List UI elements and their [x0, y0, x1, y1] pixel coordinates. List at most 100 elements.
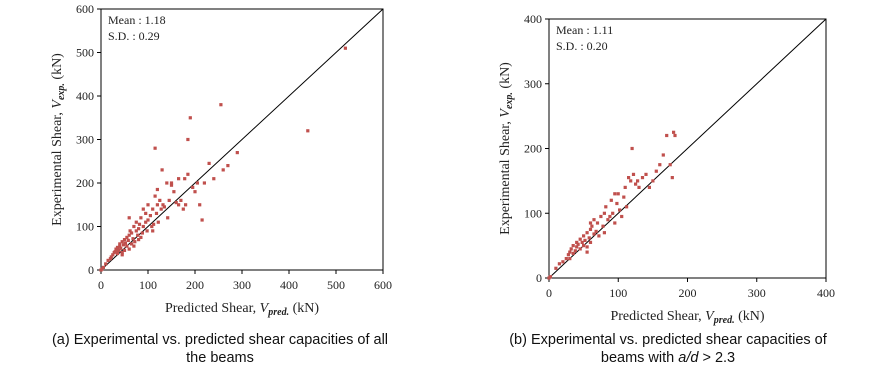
data-point [620, 214, 624, 219]
data-point [125, 235, 129, 239]
y-axis-label: Experimental Shear, Vexp. (kN) [498, 62, 515, 235]
data-point [647, 185, 651, 189]
data-point [115, 248, 120, 252]
data-point [104, 262, 108, 266]
data-point [120, 240, 124, 244]
x-tick-label: 300 [748, 286, 766, 300]
data-point [198, 203, 202, 207]
data-point [568, 250, 572, 254]
y-tick-label: 100 [76, 220, 94, 234]
data-point [654, 169, 658, 173]
x-tick-label: 200 [679, 286, 697, 300]
data-point [618, 208, 622, 212]
data-point [594, 229, 598, 233]
stats-mean: Mean : 1.18 [108, 13, 166, 27]
data-point [119, 246, 123, 250]
data-point [575, 240, 579, 244]
data-point [155, 203, 159, 207]
data-point [122, 238, 127, 242]
data-point [566, 253, 570, 257]
data-point [141, 224, 145, 229]
data-point [153, 194, 157, 198]
data-point [588, 240, 593, 244]
data-point [343, 46, 347, 50]
data-point [127, 247, 131, 251]
x-tick-label: 200 [186, 278, 204, 292]
data-point [146, 203, 150, 207]
chart-panel-b: 0 100 200 300 400 0 100 200 300 400 Mean : 1.11 S.D… [498, 12, 835, 366]
data-point [673, 133, 677, 138]
data-point [634, 182, 638, 186]
data-point [148, 214, 152, 218]
data-point [613, 221, 617, 225]
data-point [113, 250, 117, 254]
y-tick-label: 200 [524, 142, 542, 156]
y-tick-label: 100 [524, 206, 542, 220]
data-point [132, 244, 136, 248]
data-point [627, 176, 631, 180]
data-point [571, 244, 575, 248]
data-point [167, 198, 171, 202]
x-tick-label: 600 [374, 278, 392, 292]
data-point [569, 247, 573, 251]
data-point [606, 218, 610, 222]
data-point [585, 250, 589, 254]
data-point [131, 237, 135, 241]
data-point [161, 203, 165, 207]
data-point [568, 257, 572, 261]
data-point [166, 216, 170, 220]
data-point [226, 164, 230, 168]
data-point [599, 214, 603, 219]
chart-panel-a: 0 100 200 300 400 500 600 0 100 200 300 400 500 600 Me… [50, 2, 392, 366]
y-tick-label: 400 [524, 12, 542, 26]
data-point [609, 198, 613, 202]
y-tick-label: 300 [76, 133, 94, 147]
stats-sd: S.D. : 0.20 [556, 39, 608, 53]
stats-mean: Mean : 1.11 [556, 23, 613, 37]
data-point [200, 218, 204, 222]
x-tick-label: 300 [233, 278, 251, 292]
y-tick-label: 400 [76, 89, 94, 103]
data-point [123, 241, 127, 245]
caption-line-2: the beams [186, 350, 254, 366]
data-point [144, 220, 148, 224]
data-point [126, 238, 130, 242]
data-point [616, 192, 620, 196]
data-point [106, 258, 110, 262]
data-point [588, 227, 593, 231]
data-point [169, 183, 174, 187]
data-point [188, 116, 192, 120]
data-point [651, 179, 655, 183]
data-point [644, 172, 648, 176]
data-point [615, 201, 619, 206]
data-point [152, 222, 156, 226]
data-point [604, 205, 608, 209]
data-point [611, 211, 615, 215]
data-point [306, 129, 310, 133]
data-point [133, 240, 137, 244]
data-point [122, 243, 126, 247]
data-point [160, 168, 164, 172]
data-point [136, 233, 140, 237]
data-point [613, 192, 617, 196]
data-point [585, 245, 589, 249]
data-point [139, 235, 143, 239]
y-tick-label: 500 [76, 46, 94, 60]
data-point [151, 207, 155, 211]
data-point [575, 245, 579, 249]
data-point [120, 251, 124, 255]
stats-sd: S.D. : 0.29 [108, 29, 160, 43]
data-point [602, 211, 606, 215]
data-point [141, 207, 145, 211]
y-tick-label: 200 [76, 176, 94, 190]
data-point [145, 229, 149, 233]
data-point [601, 224, 605, 228]
data-point [184, 203, 188, 207]
data-point [219, 103, 223, 107]
x-tick-label: 100 [609, 286, 627, 300]
data-point [125, 244, 129, 248]
data-point [186, 137, 190, 142]
data-point [115, 245, 120, 249]
data-point [602, 231, 606, 235]
data-point [193, 190, 197, 194]
